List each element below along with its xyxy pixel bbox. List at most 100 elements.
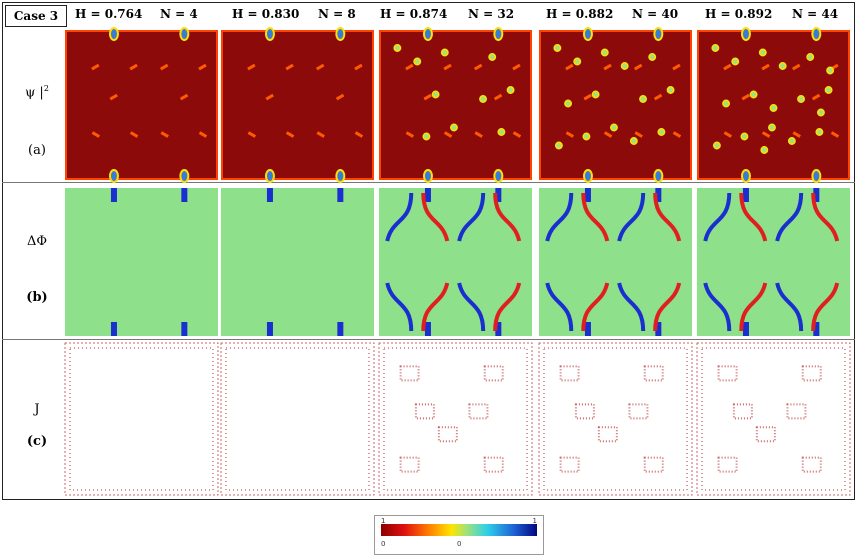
phase-branch [653, 192, 682, 242]
flux-streak [198, 131, 208, 138]
phase-background [221, 188, 374, 336]
current-cluster [483, 456, 504, 473]
interior-vortex [711, 44, 720, 52]
flux-streak [512, 63, 521, 71]
edge-vortex [108, 169, 119, 183]
phase-cut [337, 188, 344, 202]
interior-vortex [553, 44, 562, 52]
phase-map-panel [379, 188, 532, 336]
colorbar-max-left: 1 [381, 517, 386, 525]
current-cluster [717, 456, 738, 473]
flux-streak [473, 63, 483, 71]
interior-vortex [610, 123, 618, 132]
flux-streak [443, 63, 452, 71]
current-frame [64, 342, 219, 496]
current-cluster [414, 403, 435, 420]
column-n-value: N = 32 [468, 7, 515, 21]
phase-background [65, 188, 218, 336]
colorbar-gradient [381, 524, 537, 536]
phase-map-panel [221, 188, 374, 336]
row-tag-c: (c) [26, 434, 48, 449]
flux-streak [723, 131, 733, 138]
current-frame [696, 342, 851, 496]
current-edge [69, 347, 214, 491]
edge-vortex [582, 169, 593, 183]
interior-vortex [657, 128, 666, 136]
row-divider [2, 339, 855, 340]
phase-cut [266, 188, 273, 202]
interior-vortex [506, 86, 515, 94]
flux-streak [247, 131, 257, 138]
phase-cut [424, 322, 431, 336]
interior-vortex [787, 137, 796, 145]
flux-streak [109, 93, 118, 101]
phase-cut [495, 188, 502, 202]
interior-vortex [639, 95, 647, 103]
current-edge [701, 347, 846, 491]
current-cluster [717, 365, 738, 382]
column-h-value: H = 0.830 [232, 7, 300, 21]
phase-cut [110, 188, 117, 202]
current-cluster [643, 365, 664, 382]
edge-vortex [179, 169, 190, 183]
psi-map-panel [221, 27, 374, 183]
row-tag-a: (a) [28, 143, 46, 158]
flux-streak [285, 131, 295, 138]
edge-vortex [740, 27, 751, 41]
flux-streak [603, 131, 613, 138]
current-map-panel [64, 342, 219, 496]
edge-vortex [582, 27, 593, 41]
interior-vortex [666, 86, 675, 94]
phase-branch [385, 282, 414, 332]
edge-vortex [422, 169, 433, 183]
edge-vortex [422, 27, 433, 41]
phase-branch [457, 192, 486, 242]
phase-branch [739, 282, 768, 332]
flux-streak [633, 63, 643, 71]
column-n-value: N = 8 [318, 7, 356, 21]
phase-branch [703, 192, 732, 242]
current-cluster [437, 426, 458, 443]
column-n-value: N = 4 [160, 7, 198, 21]
phase-cut [584, 322, 591, 336]
psi-edge [65, 30, 218, 180]
flux-streak [603, 63, 612, 71]
interior-vortex [769, 104, 778, 112]
interior-vortex [712, 141, 721, 150]
flux-streak [565, 63, 574, 71]
phase-cut [181, 188, 188, 202]
current-edge [543, 347, 688, 491]
current-cluster [597, 426, 618, 443]
current-map-panel [538, 342, 693, 496]
edge-vortex [811, 169, 822, 183]
phase-background [539, 188, 692, 336]
interior-vortex [450, 123, 458, 132]
case-label: Case 3 [5, 5, 67, 27]
edge-vortex [335, 27, 346, 41]
current-frame [378, 342, 533, 496]
current-cluster [468, 403, 489, 420]
phase-branch [775, 282, 804, 332]
column-h-value: H = 0.882 [546, 7, 614, 21]
interior-vortex [816, 108, 825, 117]
interior-vortex [722, 99, 731, 108]
edge-vortex [740, 169, 751, 183]
phase-branch [581, 282, 610, 332]
interior-vortex [582, 132, 591, 141]
edge-vortex [493, 27, 504, 41]
edge-vortex [811, 27, 822, 41]
interior-vortex [778, 62, 787, 70]
phase-branch [811, 192, 840, 242]
flux-streak [653, 93, 663, 101]
phase-map-panel [697, 188, 850, 336]
psi-map-panel [379, 27, 532, 183]
phase-branch [493, 192, 522, 242]
phase-branch [581, 192, 610, 242]
interior-vortex [620, 62, 629, 70]
current-cluster [559, 456, 580, 473]
current-map-panel [378, 342, 533, 496]
phase-background [697, 188, 850, 336]
flux-streak [792, 131, 801, 138]
edge-vortex [179, 27, 190, 41]
figure-frame [2, 2, 855, 500]
